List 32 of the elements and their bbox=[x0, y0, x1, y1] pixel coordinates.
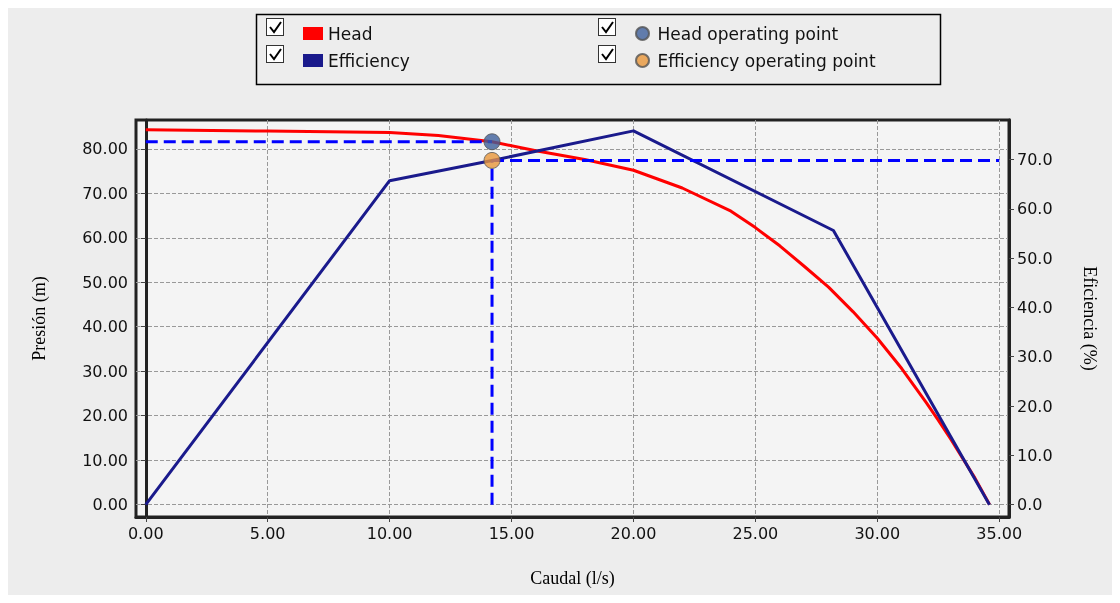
y2-tick-label: 30.0 bbox=[1017, 347, 1053, 367]
y2-tick-label: 60.0 bbox=[1017, 199, 1053, 219]
y-tick-label: 50.00 bbox=[82, 272, 128, 292]
x-tick-label: 5.00 bbox=[249, 523, 286, 543]
legend-label: Head operating point bbox=[657, 23, 839, 44]
y-tick-label: 10.00 bbox=[82, 450, 128, 470]
x-tick-label: 15.00 bbox=[488, 523, 535, 543]
y2-tick-label: 20.0 bbox=[1017, 396, 1053, 416]
y-tick-label: 20.00 bbox=[82, 406, 128, 426]
y2-axis-title: Eficiencia (%) bbox=[1079, 266, 1100, 371]
x-tick-label: 20.00 bbox=[610, 523, 657, 543]
x-tick-label: 10.00 bbox=[366, 523, 413, 543]
y2-tick-label: 0.0 bbox=[1017, 495, 1043, 515]
y-axis-title: Presión (m) bbox=[29, 276, 50, 361]
y2-tick-label: 50.0 bbox=[1017, 248, 1053, 268]
y-tick-label: 40.00 bbox=[82, 317, 128, 337]
legend-label: Head bbox=[328, 23, 373, 44]
y2-tick-label: 40.0 bbox=[1017, 297, 1053, 317]
x-tick-label: 25.00 bbox=[732, 523, 779, 543]
legend-label: Efficiency operating point bbox=[657, 50, 876, 71]
y-tick-label: 0.00 bbox=[92, 495, 128, 515]
y-tick-label: 30.00 bbox=[82, 361, 128, 381]
x-tick-label: 0.00 bbox=[127, 523, 164, 543]
y-tick-label: 80.00 bbox=[82, 139, 128, 159]
y-tick-label: 60.00 bbox=[82, 228, 128, 248]
legend-label: Efficiency bbox=[328, 50, 410, 71]
x-tick-label: 30.00 bbox=[854, 523, 901, 543]
y2-tick-label: 70.0 bbox=[1017, 149, 1053, 169]
x-axis-title: Caudal (l/s) bbox=[530, 568, 615, 589]
y2-tick-label: 10.0 bbox=[1017, 445, 1053, 465]
x-tick-label: 35.00 bbox=[976, 523, 1023, 543]
y-tick-label: 70.00 bbox=[82, 183, 128, 203]
